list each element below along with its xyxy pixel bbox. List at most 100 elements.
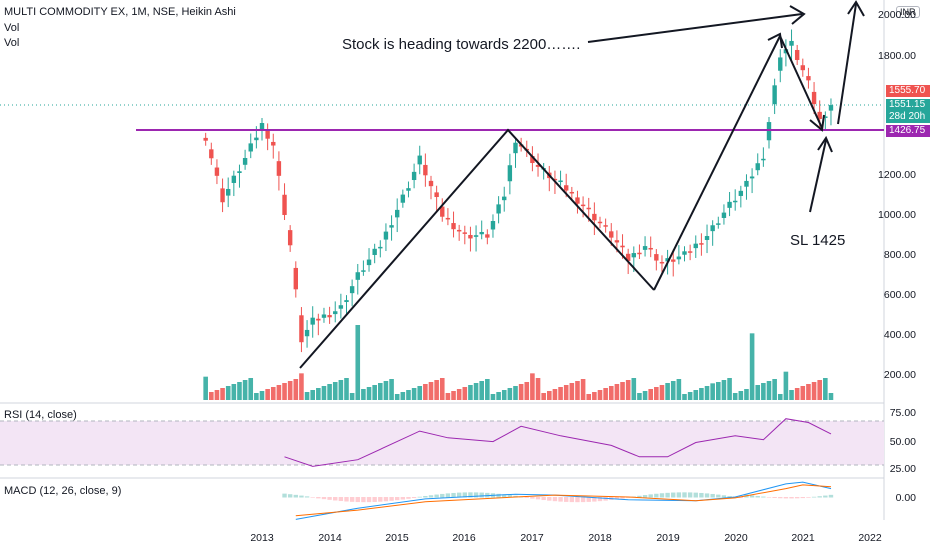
candle-body [580, 204, 586, 207]
volume-bar [659, 385, 665, 400]
macd-histogram-bar [817, 496, 822, 498]
candle-body [473, 235, 479, 237]
rsi-line [284, 418, 832, 467]
candle-body [349, 286, 355, 294]
candle-body [749, 176, 755, 179]
macd-histogram-bar [794, 497, 800, 499]
currency-badge[interactable]: INR [896, 6, 920, 18]
candle-body [614, 240, 620, 243]
candle-body [558, 180, 563, 183]
macd-histogram-bar [671, 492, 676, 498]
stop-loss-arrow[interactable] [809, 139, 827, 213]
volume-bar [524, 382, 530, 400]
macd-histogram-bar [721, 495, 727, 498]
candle-body [727, 201, 732, 208]
candle-body [671, 259, 676, 262]
volume-bar [614, 384, 620, 400]
volume-bar [451, 391, 456, 400]
volume-bar [355, 325, 361, 400]
candle-body [316, 318, 321, 321]
candle-body [552, 178, 558, 181]
volume-bar [811, 382, 817, 400]
candle-body [490, 221, 496, 230]
volume-bar [732, 393, 738, 400]
candle-body [321, 314, 327, 318]
macd-histogram-bar [287, 494, 293, 498]
candle-body [287, 230, 293, 246]
candle-body [733, 200, 738, 203]
candle-body [333, 311, 338, 315]
volume-legend[interactable]: Vol [4, 22, 20, 34]
support-price-tag: 1426.75 [886, 125, 930, 137]
volume-bar [687, 392, 693, 400]
target-arrow[interactable] [587, 13, 803, 43]
candle-body [411, 171, 417, 181]
rsi-band [0, 421, 884, 465]
macd-histogram-bar [772, 497, 777, 498]
volume-bar [682, 394, 687, 400]
macd-histogram-bar [400, 497, 406, 500]
arrow-head [817, 135, 833, 153]
symbol-title[interactable]: MULTI COMMODITY EX, 1M, NSE, Heikin Ashi [4, 6, 236, 18]
macd-legend[interactable]: MACD (12, 26, close, 9) [4, 485, 122, 497]
candle-body [276, 161, 282, 176]
volume-bar [366, 387, 372, 400]
volume-bar [310, 390, 315, 400]
candle-body [282, 194, 287, 215]
candle-body [203, 137, 208, 141]
volume-bar [789, 390, 794, 400]
trend-arrows[interactable] [299, 0, 865, 369]
candle-body [620, 245, 625, 248]
time-axis-label: 2015 [385, 532, 409, 544]
volume-bar [270, 387, 276, 400]
volume-bars [203, 325, 834, 400]
trend-arrow-leg[interactable] [837, 3, 857, 125]
candle-body [310, 317, 315, 325]
macd-histogram-bar [423, 495, 428, 498]
volume-bar [473, 383, 479, 400]
candle-body [456, 229, 462, 232]
macd-histogram-bar [445, 493, 451, 498]
candle-body [721, 212, 727, 218]
time-axis-label: 2014 [318, 532, 342, 544]
volume-bar [558, 387, 563, 400]
candle-body [406, 188, 411, 191]
volume-bar [428, 382, 434, 400]
trend-arrow-leg[interactable] [779, 35, 823, 129]
macd-histogram-bar [479, 492, 484, 498]
candle-body [485, 234, 490, 238]
volume-bar [259, 391, 265, 400]
macd-histogram-bar [569, 497, 575, 503]
macd-histogram-bar [333, 497, 338, 501]
candle-body [400, 194, 406, 203]
volume-bar [637, 393, 642, 400]
macd-histogram-bar [524, 497, 529, 498]
countdown-tag: 28d 20h [886, 111, 930, 123]
candle-body [755, 163, 760, 171]
trend-arrow-leg[interactable] [299, 128, 655, 369]
candle-body [794, 49, 800, 60]
volume-bar [490, 394, 496, 400]
candle-body [637, 252, 642, 255]
candle-body [659, 261, 665, 264]
volume-bar [670, 381, 676, 400]
volume-bar [806, 384, 811, 400]
volume-bar [254, 393, 259, 400]
rsi-legend[interactable]: RSI (14, close) [4, 409, 77, 421]
candle-body [327, 315, 332, 318]
candle-body [440, 206, 445, 217]
candle-body [648, 247, 653, 250]
candle-body [237, 171, 242, 173]
volume-bar [828, 393, 834, 400]
candle-body [597, 221, 603, 224]
macd-histogram-bar [502, 494, 507, 498]
volume-bar [321, 386, 327, 400]
trend-arrow-leg[interactable] [653, 35, 781, 291]
macd-histogram-bar [665, 492, 670, 498]
candle-body [417, 155, 422, 165]
candle-body [569, 191, 575, 194]
volume-legend[interactable]: Vol [4, 37, 20, 49]
macd-histogram-bar [310, 497, 315, 498]
macd-histogram-bar [456, 492, 462, 498]
